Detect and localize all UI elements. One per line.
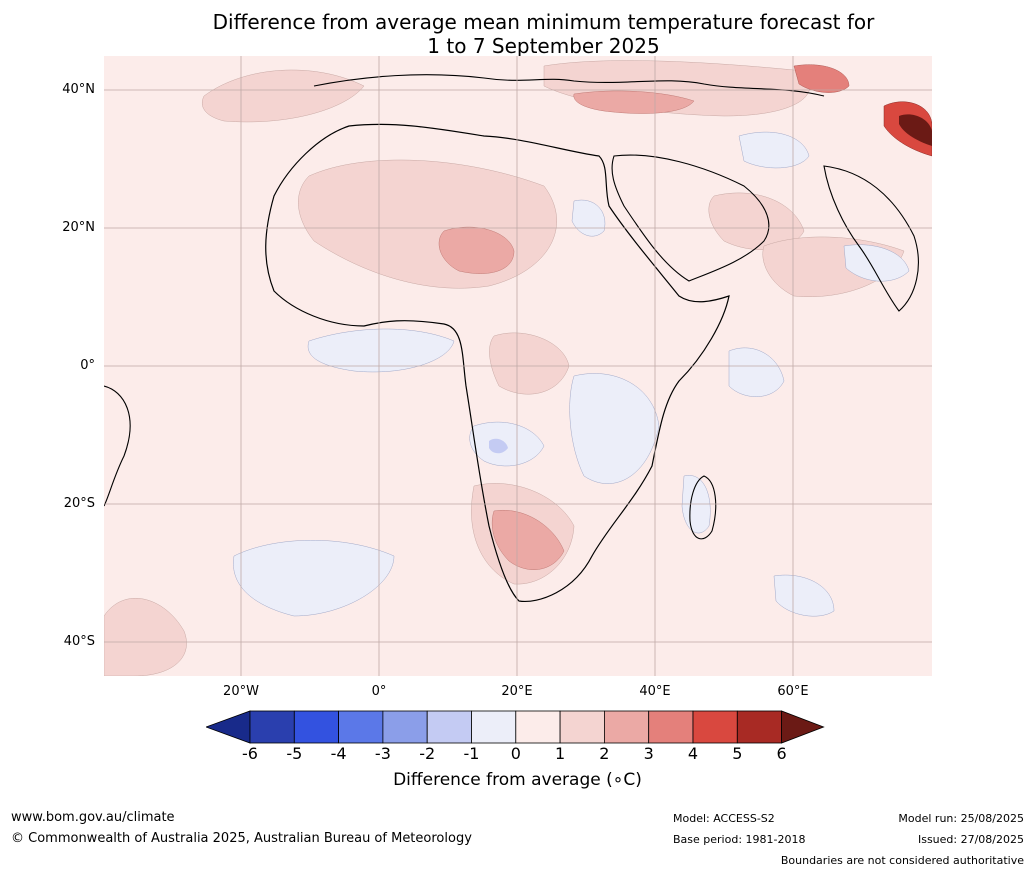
base-period-text: Base period: 1981-2018 <box>673 833 806 846</box>
lat-label-0: 0° <box>80 358 95 373</box>
copyright-text: © Commonwealth of Australia 2025, Austra… <box>11 831 472 846</box>
africa-outline <box>265 123 730 603</box>
anomaly-north-warm <box>201 69 365 123</box>
colorbar-tick: 0 <box>510 744 521 763</box>
anomaly-bay-bengal-cool <box>843 244 910 282</box>
europe-outline <box>313 74 825 97</box>
graticule <box>104 56 932 676</box>
anomaly-congo-warm <box>489 332 570 395</box>
lat-label-20n: 20°N <box>62 220 95 235</box>
india-outline <box>823 165 919 312</box>
colorbar-tick: -5 <box>286 744 303 763</box>
anomaly-angola-cool <box>469 421 545 467</box>
colorbar-tick: -2 <box>419 744 436 763</box>
colorbar-segment <box>426 710 472 744</box>
lon-label-20w: 20°W <box>223 684 259 699</box>
colorbar-tick: 6 <box>776 744 787 763</box>
colorbar-tick: 2 <box>599 744 610 763</box>
colorbar <box>206 710 825 744</box>
colorbar-segment <box>559 710 605 744</box>
colorbar-segment <box>736 710 782 744</box>
colorbar-label: Difference from average (∘C) <box>393 770 642 790</box>
colorbar-segment <box>515 710 561 744</box>
model-text: Model: ACCESS-S2 <box>673 812 775 825</box>
colorbar-segment <box>471 710 517 744</box>
website-text: www.bom.gov.au/climate <box>11 810 175 825</box>
colorbar-segment <box>648 710 694 744</box>
colorbar-segment <box>293 710 340 744</box>
title-line-2: 1 to 7 September 2025 <box>427 34 660 58</box>
colorbar-tick: 1 <box>555 744 566 763</box>
colorbar-segment <box>249 710 295 744</box>
anomaly-caucasus-warm <box>793 64 850 93</box>
forecast-map <box>104 56 932 676</box>
lon-label-60e: 60°E <box>777 684 809 699</box>
issued-text: Issued: 27/08/2025 <box>917 833 1024 846</box>
disclaimer-text: Boundaries are not considered authoritat… <box>780 854 1024 867</box>
colorbar-tick: -6 <box>242 744 258 763</box>
colorbar-tick: -4 <box>330 744 347 763</box>
model-run-text: Model run: 25/08/2025 <box>898 812 1024 825</box>
colorbar-segment <box>692 710 738 744</box>
arabia-outline <box>611 154 770 282</box>
lon-label-20e: 20°E <box>501 684 533 699</box>
anomaly-himalaya-core <box>899 114 932 146</box>
lon-label-0: 0° <box>371 684 387 699</box>
colorbar-segment <box>338 710 384 744</box>
chart-title: Difference from average mean minimum tem… <box>0 10 1035 58</box>
anomaly-southeast-cool <box>773 574 835 617</box>
south-america-outline <box>104 385 131 507</box>
colorbar-extend-low <box>206 710 251 744</box>
map-svg <box>104 56 932 676</box>
anomaly-southwest-warm <box>104 598 187 676</box>
lat-label-40s: 40°S <box>63 634 95 649</box>
madagascar-outline <box>689 475 717 540</box>
lat-label-20s: 20°S <box>63 496 95 511</box>
anomaly-arabian-sea-cool <box>738 131 810 169</box>
anomaly-turkey-warm <box>573 90 695 114</box>
anomaly-atlantic-south-cool <box>233 540 395 617</box>
lon-label-40e: 40°E <box>639 684 671 699</box>
colorbar-extend-high <box>781 710 825 744</box>
colorbar-tick: -1 <box>463 744 480 763</box>
colorbar-segment <box>382 710 428 744</box>
anomaly-angola-core <box>489 438 508 454</box>
title-line-1: Difference from average mean minimum tem… <box>212 10 875 34</box>
colorbar-tick: 5 <box>732 744 743 763</box>
anomaly-kalahari-warm <box>491 509 565 570</box>
anomaly-chad-warm <box>438 226 515 274</box>
colorbar-tick: -3 <box>374 744 391 763</box>
lat-label-40n: 40°N <box>62 82 95 97</box>
anomaly-indian-ocean-cool <box>728 347 785 397</box>
colorbar-tick: 3 <box>643 744 654 763</box>
anomaly-east-africa-cool <box>569 373 660 484</box>
colorbar-segment <box>603 710 650 744</box>
colorbar-tick: 4 <box>687 744 699 763</box>
anomaly-gulf-guinea-cool <box>307 328 455 373</box>
